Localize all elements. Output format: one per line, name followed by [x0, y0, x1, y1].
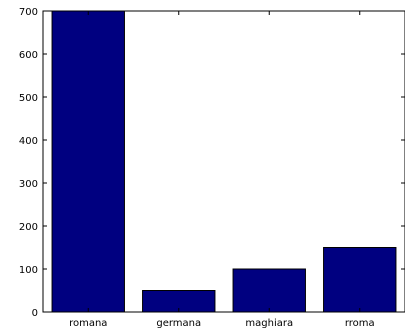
- x-tick-label: maghiara: [245, 318, 293, 329]
- y-tick-label: 700: [19, 7, 38, 18]
- y-tick-label: 0: [32, 308, 38, 319]
- x-tick-label: rroma: [345, 318, 375, 329]
- y-tick-label: 400: [19, 136, 38, 147]
- y-tick-label: 300: [19, 179, 38, 190]
- y-tick-label: 100: [19, 265, 38, 276]
- x-tick-label: romana: [69, 318, 107, 329]
- y-tick-label: 600: [19, 50, 38, 61]
- x-axis: romana germana maghiara rroma: [69, 11, 375, 329]
- plot-frame: [42, 10, 405, 313]
- y-tick-label: 200: [19, 222, 38, 233]
- bar-romana: [51, 10, 125, 313]
- bars-group: [51, 10, 397, 313]
- x-tick-label: germana: [156, 318, 201, 329]
- bar-maghiara: [232, 268, 306, 313]
- bar-rroma: [323, 247, 397, 313]
- y-axis: 0 100 200 300 400 500 600 700: [19, 7, 405, 319]
- y-tick-label: 500: [19, 93, 38, 104]
